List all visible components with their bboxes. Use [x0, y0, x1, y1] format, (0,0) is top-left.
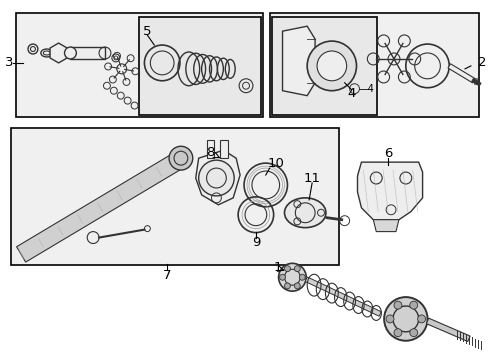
Circle shape: [316, 51, 346, 81]
Circle shape: [198, 160, 234, 196]
Circle shape: [278, 264, 305, 291]
Circle shape: [284, 283, 290, 289]
Circle shape: [284, 266, 290, 272]
Bar: [272, 18, 375, 113]
Circle shape: [169, 146, 192, 170]
FancyArrow shape: [426, 318, 469, 342]
Polygon shape: [372, 220, 398, 231]
Text: 7: 7: [163, 269, 171, 282]
Bar: [70, 47, 105, 59]
Bar: [12, 129, 337, 264]
Polygon shape: [357, 162, 422, 220]
Circle shape: [384, 297, 427, 341]
Circle shape: [294, 283, 300, 289]
Circle shape: [393, 329, 401, 337]
Bar: [16, 13, 262, 117]
Bar: [270, 14, 477, 117]
FancyArrow shape: [447, 64, 474, 83]
Text: 9: 9: [251, 236, 260, 249]
Circle shape: [306, 41, 356, 91]
FancyArrow shape: [305, 277, 381, 316]
Text: 3: 3: [5, 57, 14, 69]
Bar: [140, 18, 259, 113]
Circle shape: [386, 315, 393, 323]
Text: 8: 8: [206, 146, 214, 159]
Circle shape: [409, 301, 417, 309]
Text: 2: 2: [477, 57, 486, 69]
Bar: [271, 17, 376, 114]
Circle shape: [417, 315, 425, 323]
Circle shape: [393, 301, 401, 309]
Text: 4: 4: [346, 87, 355, 100]
Circle shape: [279, 274, 285, 280]
Text: —4: —4: [358, 84, 374, 94]
Polygon shape: [282, 26, 314, 96]
Circle shape: [64, 47, 76, 59]
Polygon shape: [195, 150, 240, 205]
Ellipse shape: [284, 198, 325, 228]
Circle shape: [409, 329, 417, 337]
FancyArrow shape: [17, 153, 183, 262]
Bar: [269, 13, 478, 117]
Circle shape: [299, 274, 305, 280]
Circle shape: [294, 266, 300, 272]
Text: 5: 5: [143, 24, 151, 38]
Bar: [139, 17, 260, 114]
Bar: [220, 140, 228, 158]
Text: 1: 1: [273, 261, 281, 274]
Text: 10: 10: [266, 157, 284, 170]
Bar: [206, 140, 214, 158]
Polygon shape: [50, 43, 67, 63]
Text: 11: 11: [303, 171, 320, 185]
Bar: [17, 14, 261, 117]
Bar: [11, 129, 338, 265]
Text: 6: 6: [383, 147, 391, 160]
